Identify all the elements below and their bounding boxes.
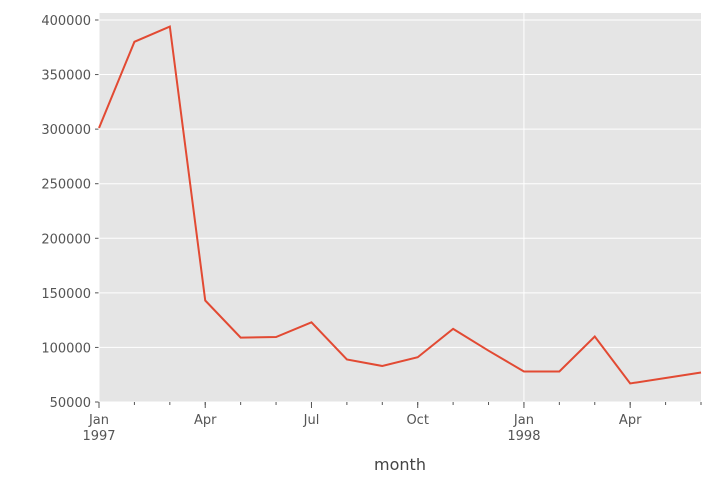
- x-axis-label: month: [374, 455, 426, 474]
- x-tick-label: Apr: [619, 413, 642, 428]
- y-tick-label: 150000: [41, 287, 91, 302]
- data-line: [98, 25, 702, 385]
- y-tick-label: 350000: [41, 69, 91, 84]
- x-tick-label: Jul: [303, 413, 320, 428]
- y-tick-label: 250000: [41, 178, 91, 193]
- x-tick-label: Jan: [513, 413, 534, 428]
- y-tick-label: 50000: [50, 396, 91, 411]
- x-tick-label: Oct: [406, 413, 428, 428]
- x-year-label: 1998: [507, 429, 540, 444]
- plot-background: [99, 13, 701, 402]
- x-year-label: 1997: [82, 429, 115, 444]
- y-tick-label: 100000: [41, 341, 91, 356]
- x-tick-label: Apr: [194, 413, 217, 428]
- y-tick-label: 300000: [41, 123, 91, 138]
- y-tick-label: 200000: [41, 232, 91, 247]
- y-tick-label: 400000: [41, 14, 91, 29]
- x-tick-label: Jan: [88, 413, 109, 428]
